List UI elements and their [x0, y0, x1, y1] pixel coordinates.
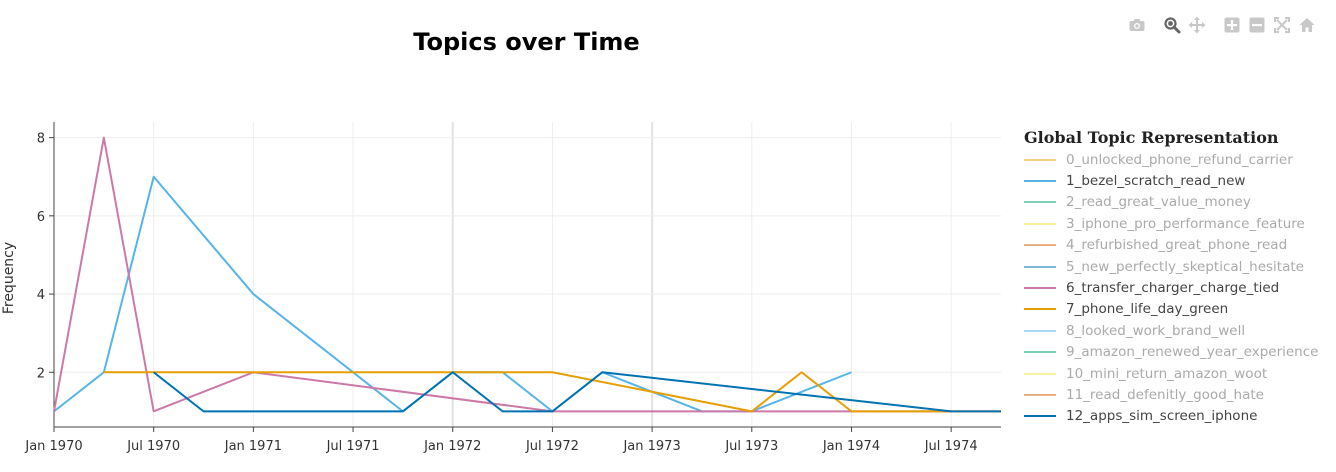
- legend: Global Topic Representation 0_unlocked_p…: [1024, 127, 1318, 427]
- camera-icon[interactable]: [1126, 14, 1148, 36]
- legend-label: 5_new_perfectly_skeptical_hesitate: [1066, 258, 1304, 275]
- legend-label: 11_read_defenitly_good_hate: [1066, 386, 1264, 403]
- legend-item[interactable]: 12_apps_sim_screen_iphone: [1024, 406, 1318, 427]
- legend-swatch: [1024, 308, 1056, 311]
- legend-item[interactable]: 9_amazon_renewed_year_experience: [1024, 342, 1318, 363]
- legend-item[interactable]: 11_read_defenitly_good_hate: [1024, 384, 1318, 405]
- legend-label: 1_bezel_scratch_read_new: [1066, 173, 1246, 190]
- legend-label: 12_apps_sim_screen_iphone: [1066, 408, 1258, 425]
- legend-label: 9_amazon_renewed_year_experience: [1066, 344, 1319, 361]
- legend-label: 0_unlocked_phone_refund_carrier: [1066, 151, 1293, 168]
- legend-item[interactable]: 4_refurbished_great_phone_read: [1024, 235, 1318, 256]
- x-tick-label: Jan 1971: [224, 439, 282, 454]
- legend-label: 3_iphone_pro_performance_feature: [1066, 215, 1305, 232]
- legend-swatch: [1024, 265, 1056, 268]
- legend-label: 10_mini_return_amazon_woot: [1066, 365, 1268, 382]
- legend-label: 4_refurbished_great_phone_read: [1066, 237, 1288, 254]
- y-tick-label: 6: [37, 210, 45, 225]
- legend-title: Global Topic Representation: [1024, 128, 1279, 147]
- x-tick-label: Jul 1974: [924, 439, 978, 454]
- autoscale-icon[interactable]: [1271, 14, 1293, 36]
- legend-swatch: [1024, 329, 1056, 332]
- x-tick-label: Jan 1974: [822, 439, 880, 454]
- legend-swatch: [1024, 415, 1056, 418]
- legend-swatch: [1024, 372, 1056, 375]
- y-tick-label: 2: [37, 366, 45, 381]
- series-line: [153, 371, 1001, 413]
- legend-item[interactable]: 7_phone_life_day_green: [1024, 299, 1318, 320]
- legend-label: 6_transfer_charger_charge_tied: [1066, 280, 1280, 297]
- zoom-in-icon[interactable]: [1221, 14, 1243, 36]
- series-line: [53, 136, 1001, 413]
- y-tick-label: 8: [37, 132, 45, 147]
- legend-swatch: [1024, 180, 1056, 183]
- legend-swatch: [1024, 222, 1056, 225]
- x-tick-label: Jan 1973: [622, 439, 680, 454]
- x-tick-label: Jan 1970: [24, 439, 82, 454]
- x-tick-label: Jul 1972: [525, 439, 579, 454]
- legend-label: 7_phone_life_day_green: [1066, 301, 1229, 318]
- chart-title: Topics over Time: [413, 28, 640, 56]
- legend-swatch: [1024, 287, 1056, 290]
- legend-label: 8_looked_work_brand_well: [1066, 322, 1246, 339]
- legend-item[interactable]: 5_new_perfectly_skeptical_hesitate: [1024, 256, 1318, 277]
- legend-item[interactable]: 10_mini_return_amazon_woot: [1024, 363, 1318, 384]
- pan-icon[interactable]: [1186, 14, 1208, 36]
- legend-item[interactable]: 0_unlocked_phone_refund_carrier: [1024, 149, 1318, 170]
- legend-item[interactable]: 3_iphone_pro_performance_feature: [1024, 213, 1318, 234]
- home-icon[interactable]: [1296, 14, 1318, 36]
- x-tick-label: Jul 1970: [126, 439, 180, 454]
- zoom-out-icon[interactable]: [1246, 14, 1268, 36]
- legend-swatch: [1024, 201, 1056, 204]
- legend-item[interactable]: 2_read_great_value_money: [1024, 192, 1318, 213]
- x-tick-label: Jan 1972: [423, 439, 481, 454]
- legend-swatch: [1024, 351, 1056, 354]
- legend-swatch: [1024, 158, 1056, 161]
- x-tick-label: Jul 1973: [724, 439, 778, 454]
- legend-item[interactable]: 6_transfer_charger_charge_tied: [1024, 277, 1318, 298]
- modebar: [1126, 14, 1321, 36]
- zoom-icon[interactable]: [1161, 14, 1183, 36]
- legend-swatch: [1024, 393, 1056, 396]
- legend-item[interactable]: 1_bezel_scratch_read_new: [1024, 170, 1318, 191]
- legend-label: 2_read_great_value_money: [1066, 194, 1251, 211]
- legend-item[interactable]: 8_looked_work_brand_well: [1024, 320, 1318, 341]
- x-tick-label: Jul 1971: [326, 439, 380, 454]
- legend-swatch: [1024, 244, 1056, 247]
- y-tick-label: 4: [37, 288, 45, 303]
